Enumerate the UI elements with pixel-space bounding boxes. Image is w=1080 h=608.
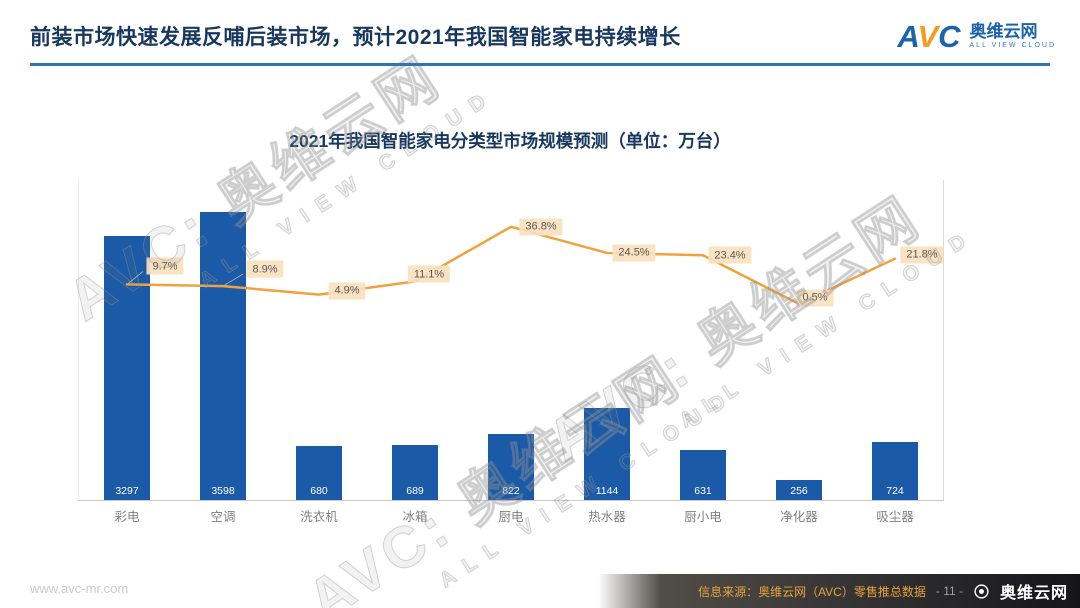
- bar-厨小电: 631: [680, 449, 726, 500]
- growth-label-吸尘器: 21.8%: [900, 246, 944, 264]
- logo-letter-v: V: [917, 18, 939, 54]
- logo-text: 奥维云网 ALL VIEW CLOUD: [969, 21, 1056, 49]
- bar-value-label: 724: [886, 485, 904, 497]
- logo-letter-a: A: [897, 18, 918, 54]
- bar-value-label: 3598: [211, 485, 235, 497]
- header: 前装市场快速发展反哺后装市场，预计2021年我国智能家电持续增长 AVC 奥维云…: [30, 12, 1056, 60]
- avc-logo: AVC 奥维云网 ALL VIEW CLOUD: [897, 21, 1056, 52]
- growth-label-净化器: 0.5%: [796, 289, 834, 307]
- header-divider: [30, 63, 1050, 66]
- bar-value-label: 256: [790, 485, 808, 497]
- bar-value-label: 631: [694, 485, 712, 497]
- growth-label-冰箱: 11.1%: [407, 265, 451, 283]
- bar-value-label: 3297: [115, 485, 139, 497]
- logo-letter-c: C: [938, 18, 961, 54]
- chart-title: 2021年我国智能家电分类型市场规模预测（单位：万台）: [289, 131, 731, 151]
- logo-brand: 奥维云网: [969, 21, 1038, 41]
- label-leader-line: [126, 271, 144, 285]
- growth-label-厨小电: 23.4%: [708, 246, 752, 264]
- footer-bar: 信息来源：奥维云网（AVC）零售推总数据 - 11 - 奥维云网: [598, 574, 1080, 608]
- bar-吸尘器: 724: [872, 442, 918, 500]
- growth-label-厨电: 36.8%: [519, 218, 563, 236]
- bar-净化器: 256: [776, 479, 822, 500]
- category-label-净化器: 净化器: [780, 510, 818, 524]
- footer-brand: 奥维云网: [999, 585, 1068, 602]
- growth-label-彩电: 9.7%: [146, 257, 184, 275]
- bar-value-label: 822: [502, 485, 520, 497]
- camera-icon: [973, 583, 990, 600]
- data-source-note: 信息来源：奥维云网（AVC）零售推总数据: [698, 584, 926, 599]
- category-label-吸尘器: 吸尘器: [876, 510, 914, 524]
- growth-label-洗衣机: 4.9%: [328, 282, 366, 300]
- category-label-热水器: 热水器: [588, 510, 626, 524]
- bar-value-label: 689: [406, 485, 424, 497]
- category-label-冰箱: 冰箱: [402, 510, 428, 524]
- category-label-厨小电: 厨小电: [684, 510, 722, 524]
- bar-厨电: 822: [488, 434, 534, 500]
- chart-plot-area: 3297 彩电 3598 空调 680 洗衣机 689 冰箱 822 厨电 1144 热水器 631 厨小…: [78, 180, 944, 524]
- page-number: - 11 -: [935, 584, 963, 598]
- slide-title: 前装市场快速发展反哺后装市场，预计2021年我国智能家电持续增长: [30, 26, 681, 49]
- bar-value-label: 1144: [595, 485, 619, 497]
- category-label-厨电: 厨电: [498, 510, 524, 524]
- website-url: www.avc-mr.com: [30, 581, 129, 596]
- bar-冰箱: 689: [392, 444, 438, 500]
- bar-洗衣机: 680: [296, 445, 342, 500]
- avc-logo-mark: AVC: [897, 21, 960, 52]
- bar-彩电: 3297: [104, 236, 150, 500]
- growth-label-空调: 8.9%: [246, 260, 284, 278]
- growth-rate-line: [125, 225, 897, 306]
- logo-tagline: ALL VIEW CLOUD: [969, 41, 1056, 49]
- bar-热水器: 1144: [584, 408, 630, 500]
- category-label-空调: 空调: [210, 510, 236, 524]
- bar-value-label: 680: [310, 485, 328, 497]
- category-label-洗衣机: 洗衣机: [300, 510, 338, 524]
- bar-空调: 3598: [200, 212, 246, 500]
- growth-label-热水器: 24.5%: [612, 244, 656, 262]
- category-label-彩电: 彩电: [114, 510, 140, 524]
- label-leader-line: [222, 273, 244, 287]
- growth-line-path: [125, 225, 897, 306]
